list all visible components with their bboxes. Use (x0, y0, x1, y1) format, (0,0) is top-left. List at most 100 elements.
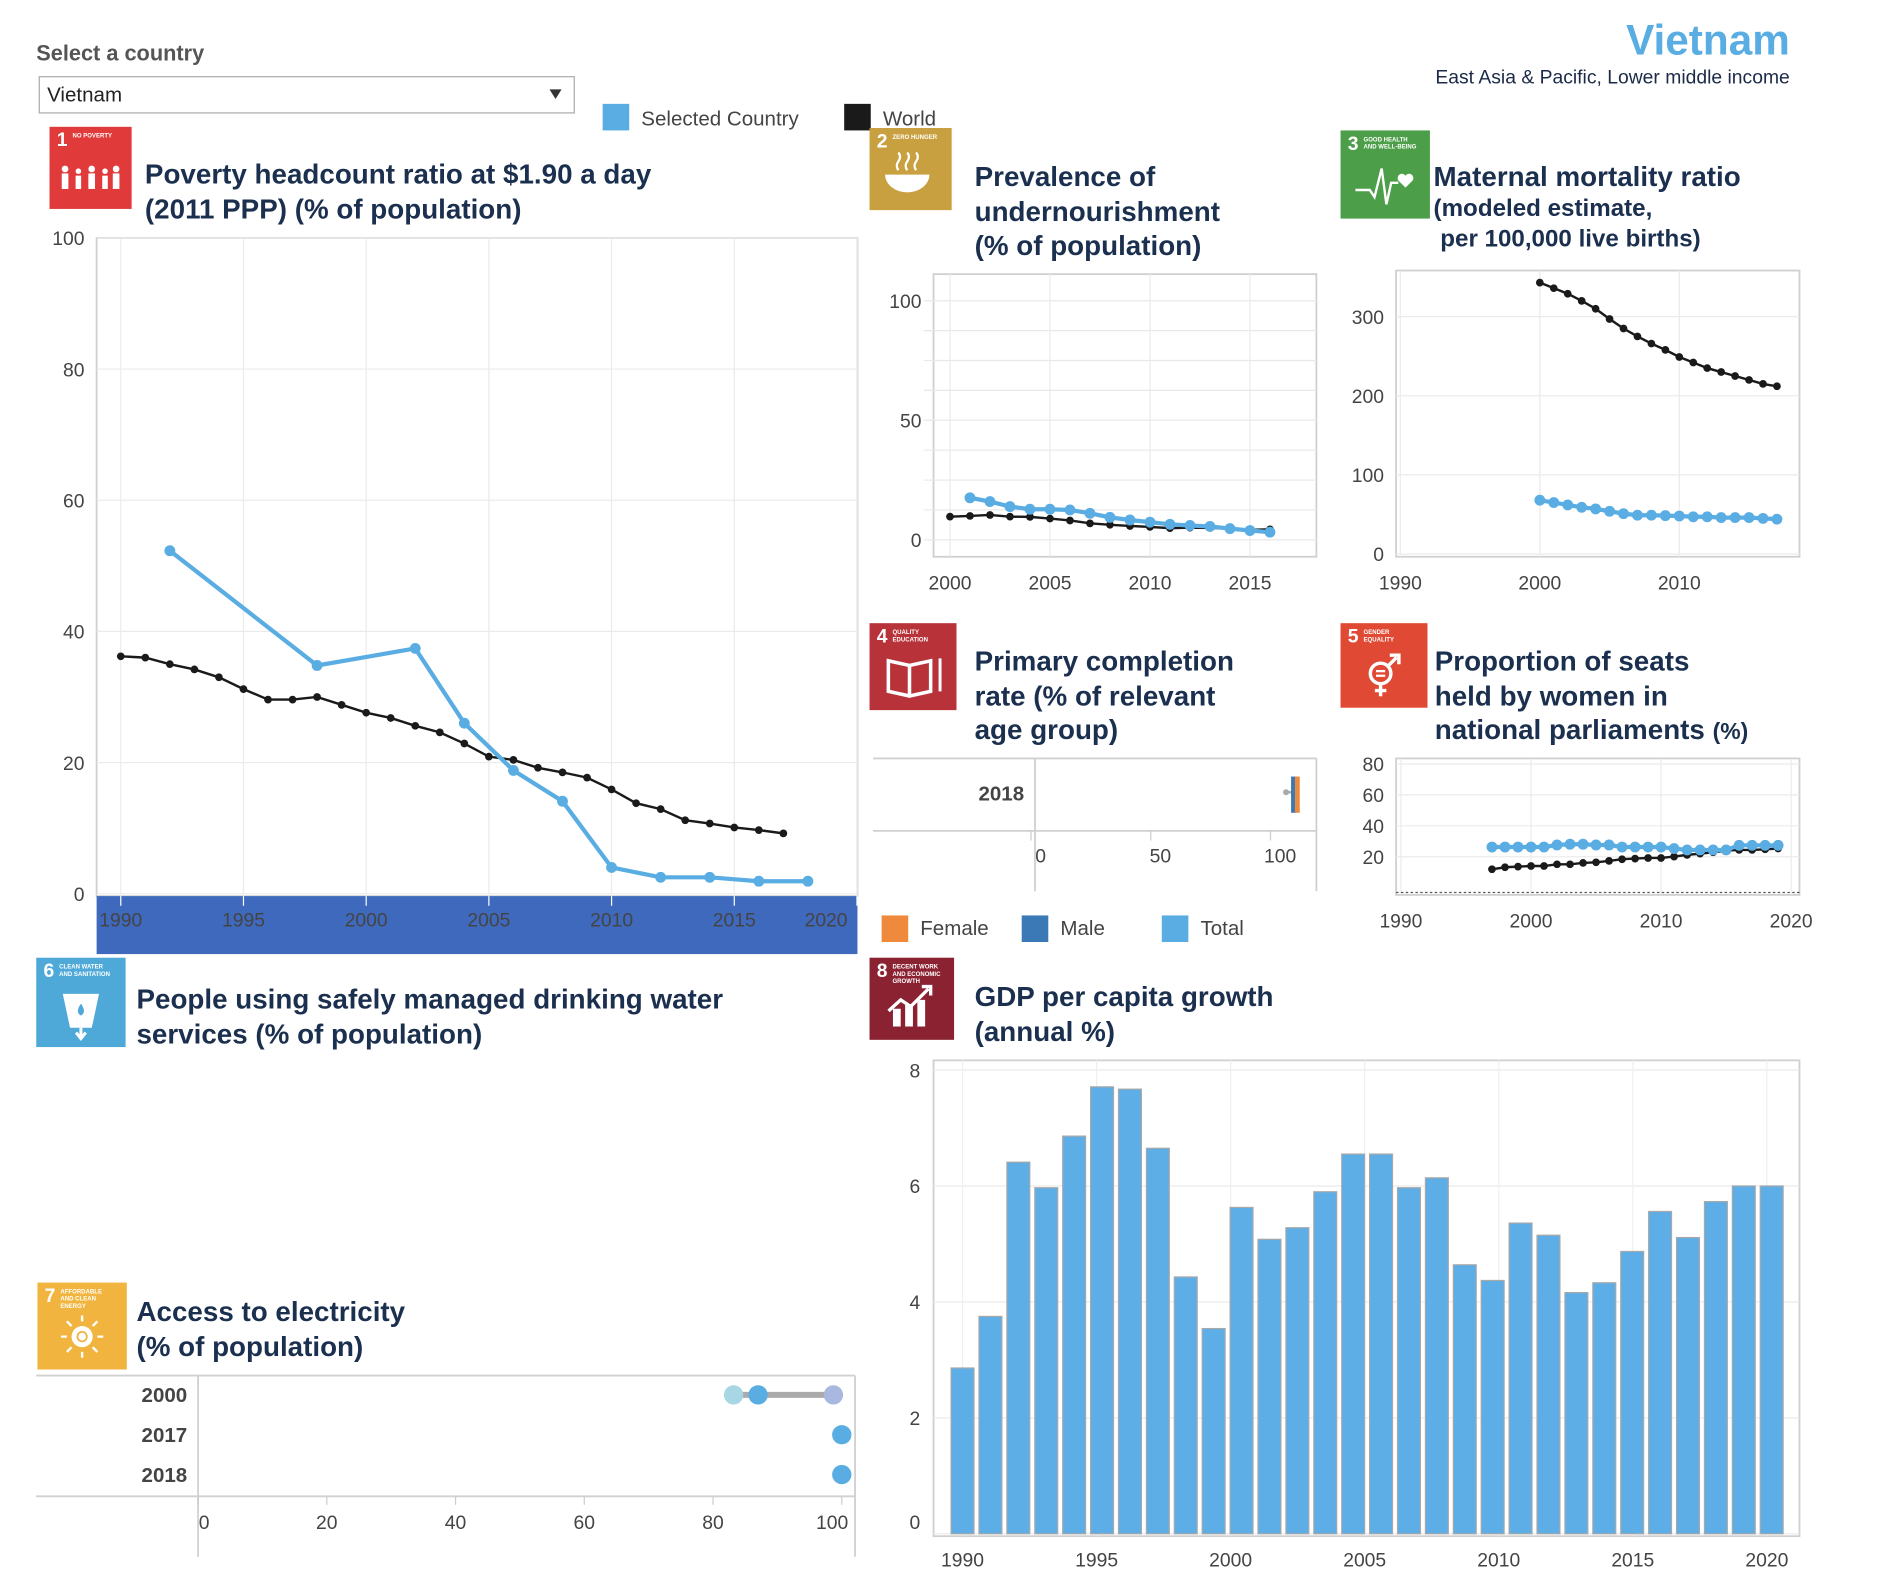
chevron-down-icon (549, 89, 562, 100)
data-point (1488, 865, 1496, 874)
x-axis-band (96, 896, 858, 955)
x-tick-label: 2000 (345, 910, 388, 931)
gender-equality-icon (1368, 653, 1401, 697)
sdg-caption: GOOD HEALTH AND WELL-BEING (1363, 136, 1417, 151)
bar-2019 (1759, 1185, 1784, 1535)
legend-world: World (844, 103, 936, 132)
sdg-number: 2 (876, 131, 888, 153)
sdg-number: 8 (876, 961, 888, 982)
bar-2002 (1285, 1227, 1310, 1535)
y-tick-label: 60 (1363, 786, 1384, 807)
title-line: Poverty headcount ratio at $1.90 a day (144, 158, 652, 190)
data-point (386, 714, 395, 722)
female-bar (1294, 776, 1300, 813)
data-point (1024, 503, 1036, 515)
data-point (723, 1385, 744, 1405)
country-select[interactable]: Vietnam (38, 76, 575, 114)
title-line: Access to electricity (136, 1295, 406, 1328)
data-point (1731, 372, 1739, 380)
data-point (1204, 521, 1216, 532)
data-point (1603, 839, 1615, 851)
data-point (1527, 862, 1535, 870)
title-line: (2011 PPP) (% of population) (144, 192, 522, 225)
data-point (1703, 364, 1712, 372)
data-point (409, 643, 421, 654)
data-point (507, 764, 519, 776)
data-point (1659, 510, 1671, 522)
sdg-6-tile: 6 CLEAN WATER AND SANITATION (36, 957, 126, 1048)
sdg-number: 5 (1347, 626, 1359, 648)
legend-male: Male (1021, 915, 1105, 943)
data-point (509, 756, 518, 764)
data-point (681, 816, 690, 825)
data-point (1729, 512, 1741, 524)
legend-total: Total (1161, 915, 1244, 943)
y-tick-label: 50 (900, 412, 921, 433)
parliament-title: Proportion of seats held by women in nat… (1435, 644, 1749, 751)
data-point (1264, 526, 1276, 538)
data-point (1772, 839, 1784, 851)
data-point (1746, 839, 1758, 851)
title-line: (annual %) (974, 1015, 1116, 1047)
data-point (190, 665, 199, 674)
sdg-7-tile: 7 AFFORDABLE AND CLEAN ENERGY (37, 1282, 127, 1370)
x-tick-label: 2010 (590, 910, 633, 931)
x-tick-label: 0 (199, 1513, 210, 1534)
data-point (1104, 511, 1116, 523)
data-point (1566, 860, 1574, 869)
series-line-world (1539, 281, 1778, 388)
data-point (1499, 841, 1511, 853)
data-point (1605, 315, 1614, 323)
data-point (705, 819, 714, 828)
x-tick-label: 2010 (1477, 1550, 1520, 1570)
y-tick-label: 0 (74, 885, 85, 906)
plot-frame (932, 273, 1318, 558)
data-point (1631, 854, 1639, 863)
title-line: per 100,000 live births) (1433, 225, 1701, 252)
gdp-title: GDP per capita growth (annual %) (975, 979, 1274, 1048)
data-point (1707, 844, 1719, 856)
title-line: GDP per capita growth (974, 980, 1274, 1013)
undernourishment-chart (923, 273, 1318, 558)
legend-label: Selected Country (641, 107, 799, 131)
data-point (1577, 838, 1589, 850)
data-point (632, 799, 640, 808)
x-tick-label: 0 (1035, 846, 1046, 867)
data-point (1535, 278, 1544, 287)
family-icon (61, 165, 120, 189)
y-tick-label: 20 (1363, 848, 1384, 869)
sdg-number: 6 (43, 961, 55, 982)
data-point (1689, 358, 1698, 367)
x-tick-label: 1990 (1379, 573, 1422, 594)
data-point (534, 763, 542, 772)
data-point (1715, 512, 1727, 524)
bar-1990 (950, 1367, 975, 1535)
electricity-title: Access to electricity (% of population) (136, 1295, 405, 1364)
bar-2005 (1369, 1153, 1394, 1535)
data-point (1642, 841, 1654, 853)
data-point (1577, 296, 1586, 305)
y-tick-label: 0 (911, 531, 922, 552)
data-point (1701, 511, 1713, 523)
legend-selected-country: Selected Country (602, 103, 799, 132)
x-tick-label: 2020 (805, 910, 848, 931)
maternal-title: Maternal mortality ratio (modeled estima… (1434, 159, 1741, 254)
data-point (362, 708, 371, 717)
country-subtitle: East Asia & Pacific, Lower middle income (1435, 67, 1790, 89)
bar-1996 (1117, 1088, 1142, 1535)
y-tick-label: 100 (52, 229, 84, 250)
bar-2011 (1536, 1234, 1561, 1535)
y-tick-label: 60 (63, 491, 84, 512)
data-point (753, 875, 765, 887)
data-point (1644, 854, 1652, 862)
x-tick-label: 2020 (1770, 912, 1813, 933)
data-point (1694, 844, 1706, 856)
data-point (1632, 509, 1643, 521)
x-tick-label: 2000 (928, 573, 971, 594)
data-point (1044, 503, 1056, 515)
x-tick-label: 100 (1264, 846, 1296, 867)
data-point (1668, 843, 1680, 854)
data-point (1675, 353, 1684, 361)
male-bar (1291, 776, 1296, 813)
legend-swatch (881, 915, 909, 943)
